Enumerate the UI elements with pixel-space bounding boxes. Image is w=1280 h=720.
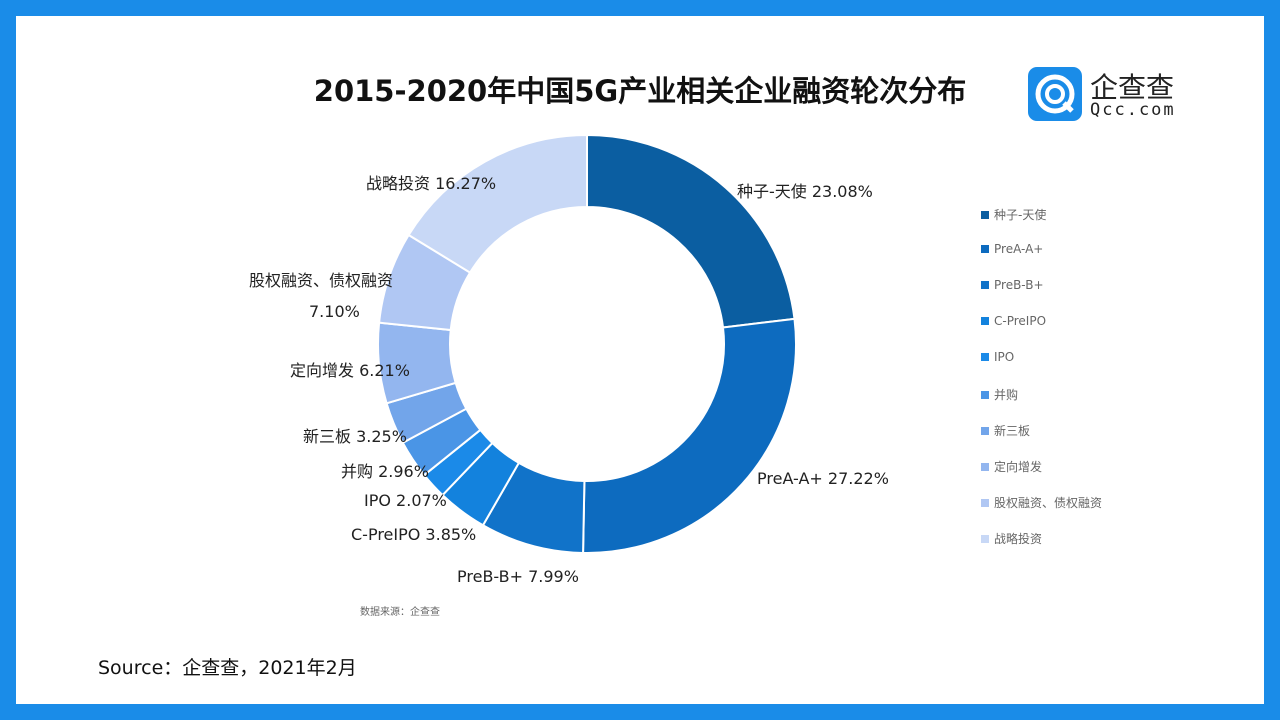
logo-domain: Qcc.com <box>1090 100 1176 120</box>
qcc-logo-icon <box>1028 67 1082 121</box>
legend-label: C-PreIPO <box>994 314 1047 328</box>
label-9: 战略投资 16.27% <box>366 174 497 193</box>
slice-1 <box>582 317 797 554</box>
card <box>16 16 1264 704</box>
label-6: 新三板 3.25% <box>303 427 407 446</box>
label-2: PreB-B+ 7.99% <box>457 567 579 586</box>
label-8-value: 7.10% <box>309 302 360 321</box>
legend-item-6: 新三板 <box>981 422 1030 439</box>
label-5: 并购 2.96% <box>341 462 429 481</box>
data-source-small: 数据来源：企查查 <box>360 607 440 618</box>
legend-label: 战略投资 <box>994 532 1043 546</box>
legend-swatch <box>981 426 989 435</box>
legend-label: PreB-B+ <box>994 278 1044 292</box>
legend-swatch <box>981 390 989 399</box>
slice-0 <box>586 133 796 329</box>
legend-item-3: C-PreIPO <box>981 314 1046 328</box>
legend-label: 定向增发 <box>994 460 1043 474</box>
legend-label: IPO <box>994 350 1015 364</box>
legend-swatch <box>981 317 989 325</box>
label-0: 种子-天使 23.08% <box>737 182 873 201</box>
legend-label: 种子-天使 <box>994 208 1047 222</box>
legend-item-4: IPO <box>981 350 1014 364</box>
legend-item-7: 定向增发 <box>981 458 1042 475</box>
legend-swatch <box>981 210 989 219</box>
legend-swatch <box>981 245 989 253</box>
legend-label: PreA-A+ <box>994 242 1044 256</box>
legend-swatch <box>981 534 989 543</box>
label-4: IPO 2.07% <box>364 491 447 510</box>
label-7: 定向增发 6.21% <box>290 361 410 380</box>
legend-label: 并购 <box>994 388 1019 402</box>
chart-title: 2015-2020年中国5G产业相关企业融资轮次分布 <box>313 74 967 108</box>
legend-item-9: 战略投资 <box>981 530 1042 547</box>
legend-item-2: PreB-B+ <box>981 278 1044 292</box>
legend-item-0: 种子-天使 <box>981 206 1046 223</box>
legend-swatch <box>981 281 989 289</box>
legend-item-8: 股权融资、债权融资 <box>981 494 1102 511</box>
legend-swatch <box>981 462 989 471</box>
legend-item-5: 并购 <box>981 386 1018 403</box>
legend-item-1: PreA-A+ <box>981 242 1043 256</box>
legend-label: 股权融资、债权融资 <box>994 496 1103 510</box>
legend-swatch <box>981 498 989 507</box>
label-8: 股权融资、债权融资 <box>249 271 394 290</box>
legend-swatch <box>981 353 989 361</box>
label-3: C-PreIPO 3.85% <box>351 525 477 544</box>
source-note: Source：企查查，2021年2月 <box>98 657 357 679</box>
legend-label: 新三板 <box>994 424 1031 438</box>
slice-9 <box>407 133 588 274</box>
label-1: PreA-A+ 27.22% <box>757 469 889 488</box>
logo-text: 企查查 <box>1090 71 1175 104</box>
